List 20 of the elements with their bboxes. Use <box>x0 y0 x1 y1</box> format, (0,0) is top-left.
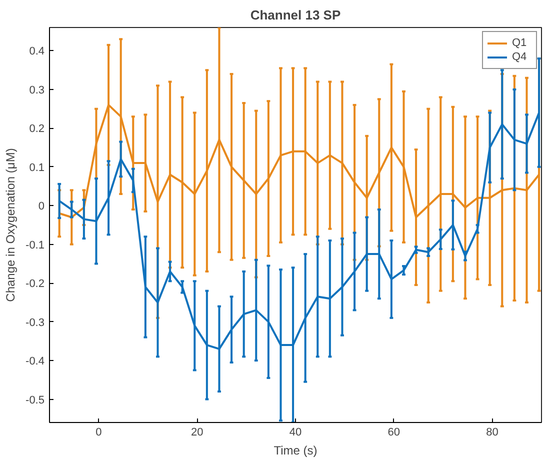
x-tick-label: 40 <box>289 426 302 438</box>
y-tick-label: 0.2 <box>29 123 45 136</box>
y-axis-title: Change in Oxygenation (μM) <box>4 148 18 302</box>
y-tick-label: 0.1 <box>29 162 45 174</box>
y-tick-label: -0.3 <box>26 316 45 329</box>
y-tick-label: 0.4 <box>29 46 45 58</box>
y-tick-label: 0 <box>38 200 45 213</box>
y-tick-label: -0.5 <box>26 394 45 406</box>
y-tick-label: -0.2 <box>26 278 45 290</box>
x-axis-title: Time (s) <box>274 444 318 458</box>
x-tick-label: 20 <box>190 426 204 438</box>
legend-label: Q1 <box>512 36 528 50</box>
y-tick-label: 0.3 <box>29 84 45 96</box>
y-tick-label: -0.4 <box>26 356 45 368</box>
chart-title: Channel 13 SP <box>250 8 341 22</box>
x-tick-label: 80 <box>486 426 498 438</box>
y-tick-label: -0.1 <box>26 239 45 252</box>
legend-label: Q4 <box>512 50 528 64</box>
x-tick-label: 60 <box>388 426 400 438</box>
x-tick-label: 0 <box>96 426 102 438</box>
